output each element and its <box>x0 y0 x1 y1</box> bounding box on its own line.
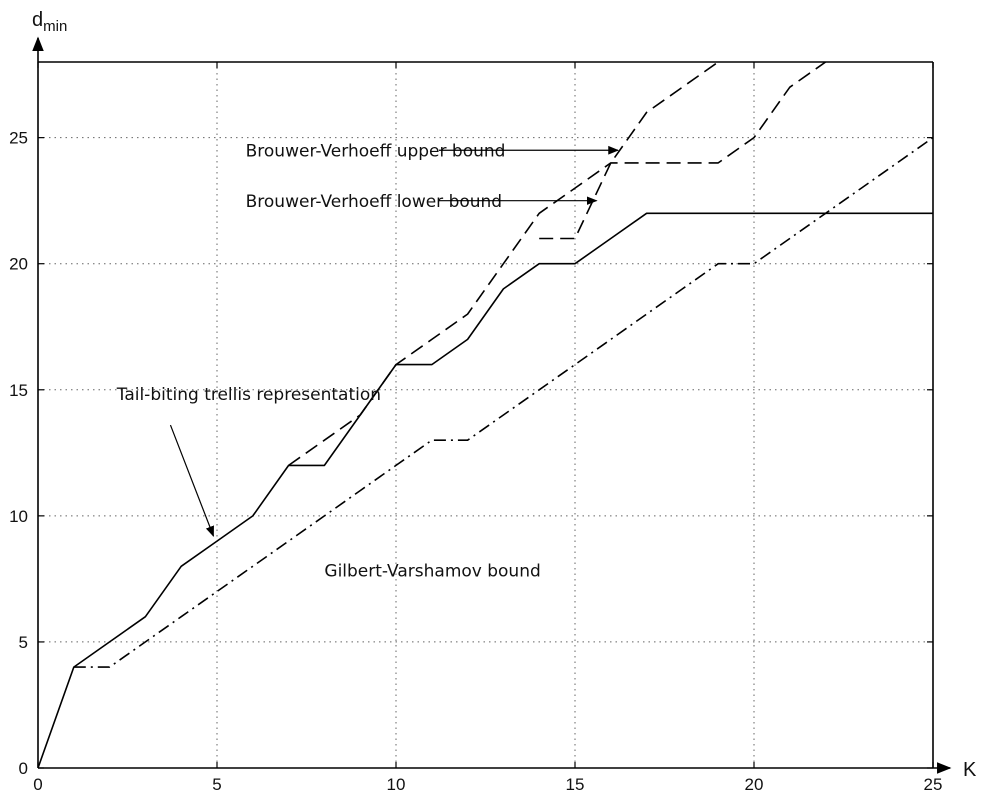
annotation-arrow <box>169 424 214 538</box>
x-tick-label: 10 <box>387 775 406 794</box>
annotation-label: Brouwer-Verhoeff lower bound <box>246 192 502 212</box>
annotations: Brouwer-Verhoeff upper bound Brouwer-Verh… <box>116 142 620 581</box>
x-tick-label: 20 <box>745 775 764 794</box>
annotation-label: Gilbert-Varshamov bound <box>324 561 540 581</box>
x-tick-label: 0 <box>33 775 42 794</box>
x-tick-label: 15 <box>566 775 585 794</box>
y-axis-label-main: d <box>32 9 43 31</box>
grid <box>38 62 933 768</box>
series-line-dashdot-3 <box>73 136 933 668</box>
y-tick-label: 20 <box>9 255 28 274</box>
series-line-solid-0 <box>38 212 933 768</box>
y-tick-label: 15 <box>9 381 28 400</box>
annotation-label: Brouwer-Verhoeff upper bound <box>246 142 506 162</box>
x-axis-label: K <box>963 759 977 781</box>
annotation-label: Tail-biting trellis representation <box>116 385 381 405</box>
x-tick-label: 5 <box>212 775 221 794</box>
y-axis-label-sub: min <box>43 18 67 35</box>
x-tick-label: 25 <box>924 775 943 794</box>
y-tick-label: 25 <box>9 129 28 148</box>
y-tick-label: 10 <box>9 507 28 526</box>
y-tick-labels: 0 5 10 15 20 25 <box>9 129 28 778</box>
x-tick-labels: 0 5 10 15 20 25 <box>33 775 942 794</box>
series-layer <box>38 62 933 768</box>
y-tick-label: 5 <box>19 633 28 652</box>
tick-marks <box>37 62 934 769</box>
series-line-dashed-2 <box>539 62 719 240</box>
y-axis-label: dmin <box>32 9 67 35</box>
plot-frame <box>32 36 952 774</box>
y-tick-label: 0 <box>19 759 28 778</box>
